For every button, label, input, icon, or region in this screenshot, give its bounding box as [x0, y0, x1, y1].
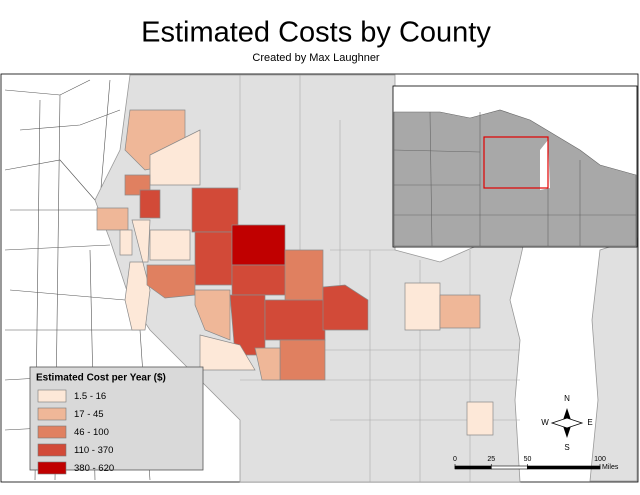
- scale-label: 25: [487, 456, 495, 463]
- inset-map: [392, 85, 638, 248]
- legend-swatch: [37, 407, 67, 421]
- legend-swatch: [37, 461, 67, 475]
- legend-swatch: [37, 389, 67, 403]
- compass-s: S: [564, 443, 569, 452]
- counties: [96, 109, 494, 436]
- compass-n: N: [564, 394, 570, 403]
- legend-label: 110 - 370: [74, 445, 113, 456]
- county: [149, 229, 191, 261]
- legend: Estimated Cost per Year ($) 1.5 - 16 17 -…: [29, 366, 204, 475]
- county: [404, 282, 441, 331]
- county: [194, 231, 233, 286]
- legend-swatch: [37, 443, 67, 457]
- county: [194, 289, 231, 341]
- legend-title: Estimated Cost per Year ($): [36, 373, 166, 384]
- scale-label: 50: [524, 456, 532, 463]
- county: [231, 264, 291, 296]
- county: [191, 187, 239, 233]
- county: [322, 284, 369, 331]
- legend-label: 17 - 45: [74, 409, 104, 420]
- scale-label: 0: [453, 456, 457, 463]
- extent-box: [483, 136, 549, 189]
- county: [254, 347, 281, 381]
- scale-segment: [454, 465, 492, 470]
- county: [466, 401, 494, 436]
- county: [146, 264, 196, 299]
- michigan: [589, 237, 638, 482]
- county: [124, 219, 151, 331]
- county: [264, 299, 326, 341]
- compass-e: E: [587, 418, 592, 427]
- county: [199, 334, 256, 371]
- county: [439, 294, 481, 329]
- compass-w: W: [541, 418, 549, 427]
- county: [96, 207, 129, 231]
- subtitle: Created by Max Laughner: [252, 52, 380, 64]
- map: Estimated Cost per Year ($) 1.5 - 16 17 -…: [0, 73, 639, 483]
- legend-label: 380 - 620: [74, 463, 114, 474]
- county: [279, 339, 326, 381]
- scale-segment: [527, 465, 601, 470]
- scale-segment: [490, 465, 528, 470]
- county: [119, 229, 133, 256]
- scale-unit: Miles: [602, 464, 619, 471]
- title: Estimated Costs by County: [141, 17, 491, 49]
- scale-label: 100: [594, 456, 606, 463]
- legend-swatch: [37, 425, 67, 439]
- inset-states: [393, 109, 637, 247]
- legend-label: 46 - 100: [74, 427, 109, 438]
- legend-label: 1.5 - 16: [74, 391, 106, 402]
- county: [231, 224, 286, 266]
- compass: N S W E: [541, 394, 592, 452]
- county: [139, 189, 161, 219]
